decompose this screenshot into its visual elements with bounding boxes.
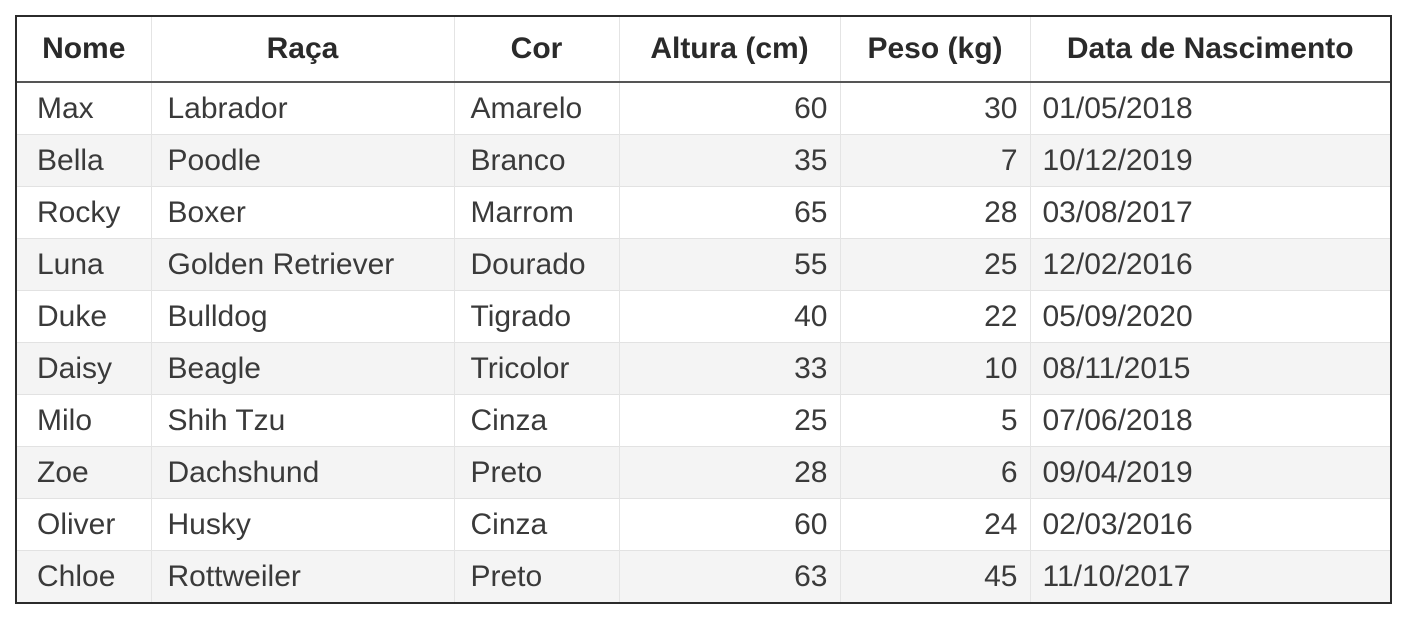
cell-cor: Preto — [453, 550, 619, 602]
header-row: Nome Raça Cor Altura (cm) Peso (kg) Data… — [17, 17, 1390, 83]
cell-raca: Golden Retriever — [150, 238, 454, 291]
cell-peso: 28 — [839, 186, 1030, 239]
cell-peso: 30 — [839, 81, 1030, 135]
cell-peso: 25 — [839, 238, 1030, 291]
cell-altura: 35 — [618, 134, 840, 187]
cell-nome: Max — [17, 81, 151, 135]
cell-cor: Tricolor — [453, 342, 619, 395]
table-row: Luna Golden Retriever Dourado 55 25 12/02/201… — [17, 238, 1390, 291]
cell-peso: 7 — [839, 134, 1030, 187]
cell-nome: Duke — [17, 290, 151, 343]
cell-peso: 5 — [839, 394, 1030, 447]
cell-nome: Zoe — [17, 446, 151, 499]
cell-nome: Rocky — [17, 186, 151, 239]
header-nome: Nome — [17, 17, 151, 83]
cell-altura: 33 — [618, 342, 840, 395]
cell-data-nascimento: 12/02/2016 — [1029, 238, 1390, 291]
cell-cor: Cinza — [453, 498, 619, 551]
table-row: Duke Bulldog Tigrado 40 22 05/09/2020 — [17, 290, 1390, 343]
cell-altura: 60 — [618, 498, 840, 551]
table-row: Rocky Boxer Marrom 65 28 03/08/2017 — [17, 186, 1390, 239]
cell-raca: Shih Tzu — [150, 394, 454, 447]
cell-raca: Bulldog — [150, 290, 454, 343]
cell-peso: 24 — [839, 498, 1030, 551]
cell-data-nascimento: 02/03/2016 — [1029, 498, 1390, 551]
cell-altura: 40 — [618, 290, 840, 343]
cell-altura: 60 — [618, 81, 840, 135]
cell-nome: Chloe — [17, 550, 151, 602]
cell-altura: 25 — [618, 394, 840, 447]
table-row: Chloe Rottweiler Preto 63 45 11/10/2017 — [17, 550, 1390, 602]
cell-data-nascimento: 09/04/2019 — [1029, 446, 1390, 499]
cell-nome: Oliver — [17, 498, 151, 551]
cell-raca: Rottweiler — [150, 550, 454, 602]
table-row: Zoe Dachshund Preto 28 6 09/04/2019 — [17, 446, 1390, 499]
cell-peso: 45 — [839, 550, 1030, 602]
table-row: Max Labrador Amarelo 60 30 01/05/2018 — [17, 81, 1390, 135]
cell-data-nascimento: 10/12/2019 — [1029, 134, 1390, 187]
cell-raca: Poodle — [150, 134, 454, 187]
cell-altura: 55 — [618, 238, 840, 291]
header-data-nascimento: Data de Nascimento — [1029, 17, 1390, 83]
cell-nome: Luna — [17, 238, 151, 291]
cell-nome: Bella — [17, 134, 151, 187]
header-cor: Cor — [453, 17, 619, 83]
header-peso: Peso (kg) — [839, 17, 1030, 83]
table-row: Oliver Husky Cinza 60 24 02/03/2016 — [17, 498, 1390, 551]
cell-raca: Dachshund — [150, 446, 454, 499]
cell-raca: Boxer — [150, 186, 454, 239]
cell-data-nascimento: 08/11/2015 — [1029, 342, 1390, 395]
cell-nome: Milo — [17, 394, 151, 447]
table-header: Nome Raça Cor Altura (cm) Peso (kg) Data… — [17, 17, 1390, 83]
cell-cor: Amarelo — [453, 81, 619, 135]
cell-cor: Dourado — [453, 238, 619, 291]
cell-raca: Beagle — [150, 342, 454, 395]
cell-cor: Preto — [453, 446, 619, 499]
cell-data-nascimento: 01/05/2018 — [1029, 81, 1390, 135]
table-row: Daisy Beagle Tricolor 33 10 08/11/2015 — [17, 342, 1390, 395]
cell-cor: Tigrado — [453, 290, 619, 343]
cell-raca: Labrador — [150, 81, 454, 135]
cell-data-nascimento: 11/10/2017 — [1029, 550, 1390, 602]
cell-peso: 10 — [839, 342, 1030, 395]
dog-table: Nome Raça Cor Altura (cm) Peso (kg) Data… — [17, 17, 1390, 602]
cell-altura: 28 — [618, 446, 840, 499]
dog-table-frame: Nome Raça Cor Altura (cm) Peso (kg) Data… — [15, 15, 1392, 604]
cell-raca: Husky — [150, 498, 454, 551]
cell-cor: Cinza — [453, 394, 619, 447]
cell-altura: 63 — [618, 550, 840, 602]
cell-nome: Daisy — [17, 342, 151, 395]
table-body: Max Labrador Amarelo 60 30 01/05/2018 Bella Poo… — [17, 81, 1390, 602]
cell-data-nascimento: 07/06/2018 — [1029, 394, 1390, 447]
cell-peso: 22 — [839, 290, 1030, 343]
table-row: Bella Poodle Branco 35 7 10/12/2019 — [17, 134, 1390, 187]
header-raca: Raça — [150, 17, 454, 83]
cell-altura: 65 — [618, 186, 840, 239]
cell-cor: Marrom — [453, 186, 619, 239]
cell-peso: 6 — [839, 446, 1030, 499]
table-row: Milo Shih Tzu Cinza 25 5 07/06/2018 — [17, 394, 1390, 447]
cell-data-nascimento: 03/08/2017 — [1029, 186, 1390, 239]
header-altura: Altura (cm) — [618, 17, 840, 83]
cell-cor: Branco — [453, 134, 619, 187]
cell-data-nascimento: 05/09/2020 — [1029, 290, 1390, 343]
